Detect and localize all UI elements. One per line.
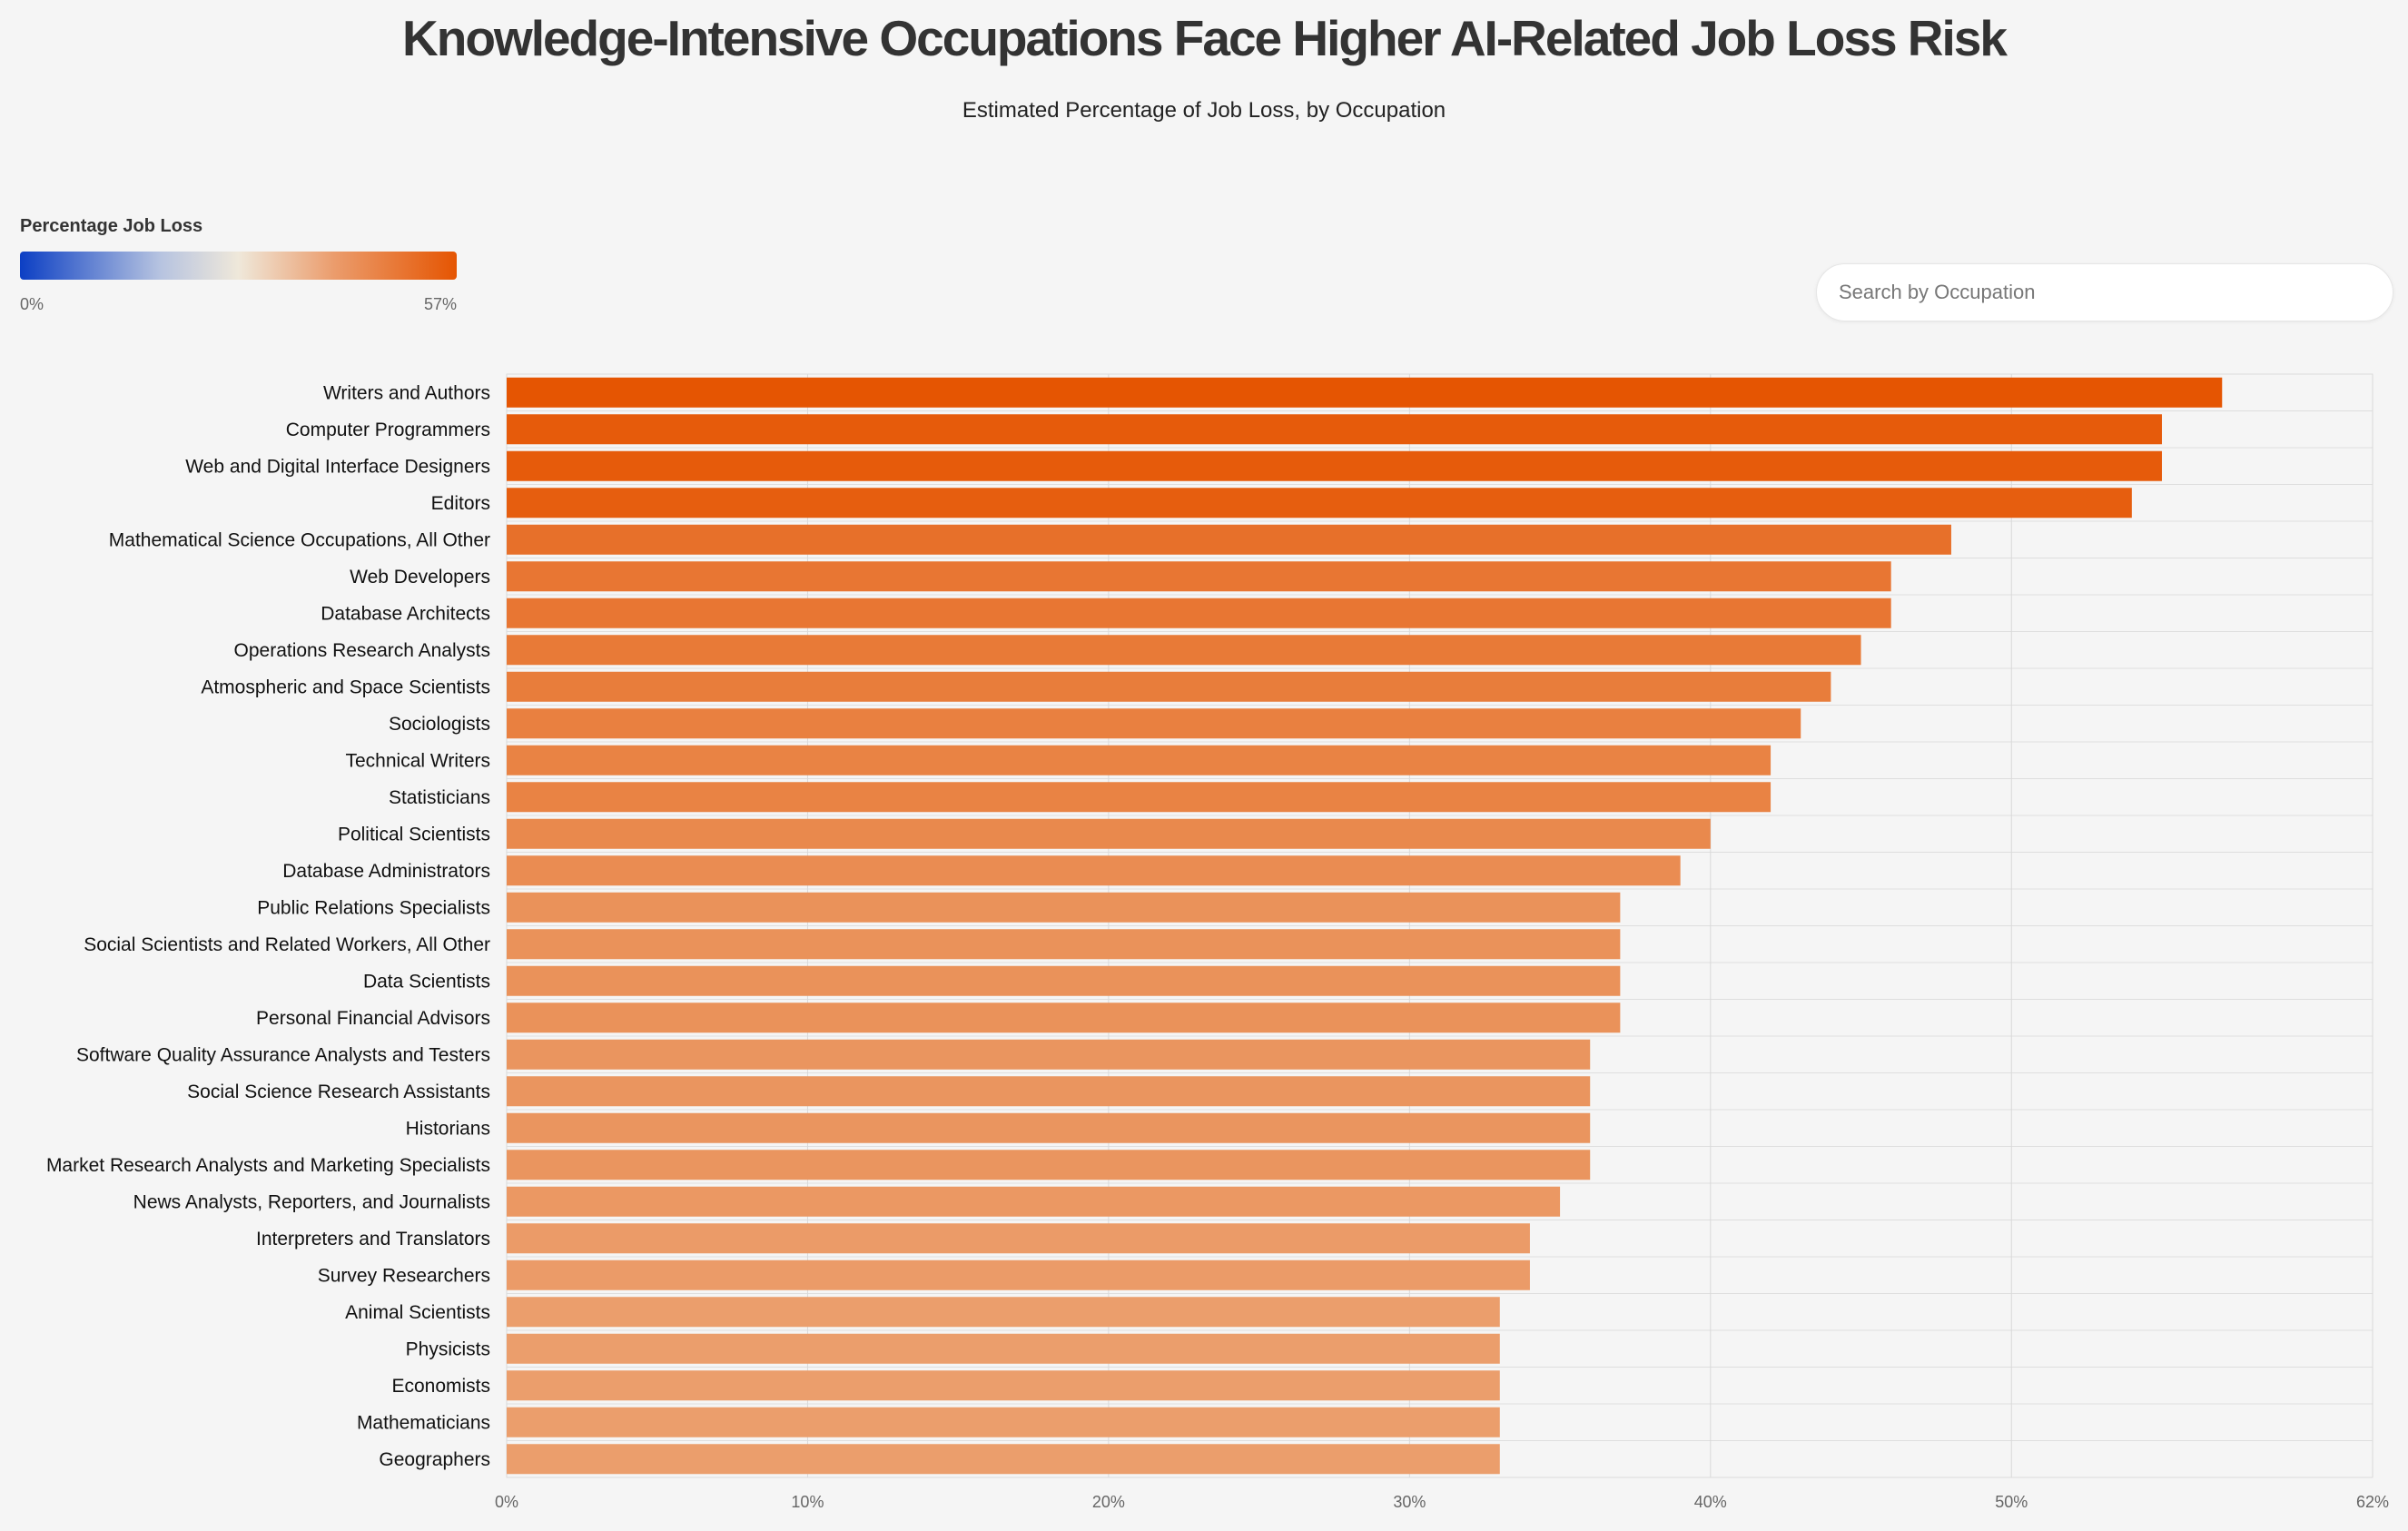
category-label: Political Scientists [338,824,490,845]
category-label: Technical Writers [346,750,491,771]
bar [507,929,1621,960]
category-label: Statisticians [389,787,490,808]
category-label: Web Developers [350,567,490,588]
bar [507,1333,1500,1364]
bar [507,1186,1561,1217]
category-label: Web and Digital Interface Designers [185,456,490,477]
bar [507,414,2162,445]
bar [507,708,1801,739]
bar [507,488,2132,519]
bar [507,1444,1500,1475]
bar [507,1003,1621,1033]
bar [507,1150,1591,1180]
bar [507,855,1681,886]
x-tick-label: 30% [1393,1493,1426,1511]
category-label: Mathematical Science Occupations, All Ot… [109,529,490,550]
category-label: Writers and Authors [323,382,490,403]
category-label: Social Scientists and Related Workers, A… [84,934,490,955]
bar [507,1039,1591,1070]
x-tick-label: 40% [1694,1493,1727,1511]
x-tick-label: 20% [1092,1493,1125,1511]
bar [507,1407,1500,1437]
category-label: Market Research Analysts and Marketing S… [46,1155,490,1176]
bar [507,1223,1530,1254]
chart-subtitle: Estimated Percentage of Job Loss, by Occ… [962,98,1446,123]
bar [507,745,1771,775]
bar [507,1076,1591,1107]
category-label: Editors [431,493,490,514]
x-tick-label: 10% [791,1493,824,1511]
legend-max-label: 57% [423,295,457,313]
category-label: Software Quality Assurance Analysts and … [76,1044,490,1065]
bar [507,635,1861,666]
category-label: Database Administrators [282,861,490,882]
category-label: Economists [391,1376,490,1397]
x-tick-label: 0% [495,1493,518,1511]
bar [507,1259,1530,1290]
x-tick-label: 50% [1995,1493,2028,1511]
legend-min-label: 0% [20,295,44,313]
chart-title: Knowledge-Intensive Occupations Face Hig… [402,10,2008,66]
bar [507,1297,1500,1328]
category-label: Historians [406,1118,490,1139]
category-label: Data Scientists [363,971,490,992]
bar [507,1370,1500,1401]
legend-labels: 0% 57% [20,295,457,313]
category-label: Physicists [406,1338,490,1359]
bar [507,561,1891,592]
category-label: Database Architects [321,603,490,624]
category-label: Interpreters and Translators [256,1229,490,1249]
category-label: Atmospheric and Space Scientists [201,677,490,697]
bar [507,818,1711,849]
category-label: Operations Research Analysts [234,640,490,661]
category-label: News Analysts, Reporters, and Journalist… [133,1191,490,1212]
bar [507,671,1831,702]
category-label: Survey Researchers [318,1265,490,1286]
category-label: Public Relations Specialists [257,897,490,918]
bar [507,892,1621,923]
category-label: Animal Scientists [345,1302,490,1323]
bar [507,377,2223,408]
category-label: Geographers [379,1449,490,1470]
bar [507,965,1621,996]
category-label: Mathematicians [357,1412,490,1433]
color-legend: Percentage Job Loss 0% 57% [20,216,457,313]
bar [507,598,1891,628]
bar [507,1112,1591,1143]
occupation-search-input[interactable] [1816,263,2393,321]
bar [507,782,1771,813]
category-label: Computer Programmers [286,420,490,440]
category-label: Social Science Research Assistants [187,1082,490,1102]
bar [507,450,2162,481]
x-tick-label: 62% [2356,1493,2389,1511]
category-label: Personal Financial Advisors [256,1008,490,1029]
bar [507,524,1951,555]
category-label: Sociologists [389,714,490,735]
legend-title: Percentage Job Loss [20,216,203,236]
legend-gradient-bar [20,252,457,280]
